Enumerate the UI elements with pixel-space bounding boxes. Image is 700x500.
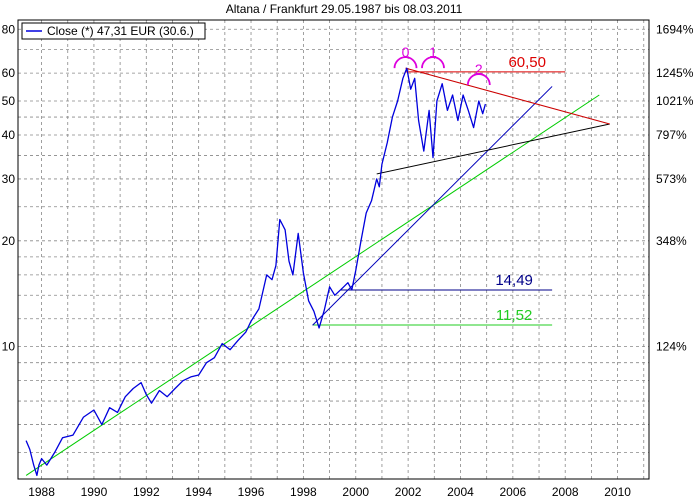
peak-annotations: 0 1 2 — [393, 44, 491, 86]
price-levels: 60,50 14,49 11,52 — [312, 54, 566, 326]
x-tick-label: 2006 — [499, 485, 526, 499]
level-label: 60,50 — [508, 54, 546, 71]
peak-marker-label: 2 — [475, 61, 483, 77]
y-tick-label-right: 348% — [656, 234, 687, 248]
level-label: 14,49 — [495, 272, 533, 289]
legend: Close (*) 47,31 EUR (30.6.) — [21, 22, 206, 40]
x-tick-label: 2004 — [447, 485, 474, 499]
series-line — [25, 67, 487, 477]
y-tick-label-right: 797% — [656, 128, 687, 142]
x-tick-label: 2008 — [552, 485, 579, 499]
level-label: 11,52 — [496, 307, 532, 324]
x-tick-label: 1992 — [133, 485, 160, 499]
y-tick-label-right: 1021% — [656, 94, 694, 108]
y-tick-label-left: 10 — [2, 340, 16, 354]
legend-label: Close (*) 47,31 EUR (30.6.) — [47, 24, 194, 38]
x-tick-label: 1998 — [290, 485, 317, 499]
y-tick-label-right: 573% — [656, 172, 687, 186]
x-tick-label: 1988 — [28, 485, 55, 499]
peak-marker-arc — [393, 56, 418, 69]
x-tick-label: 1994 — [185, 485, 212, 499]
y-tick-label-left: 40 — [2, 128, 16, 142]
x-tick-label: 2002 — [395, 485, 422, 499]
y-tick-label-left: 60 — [2, 66, 16, 80]
y-axis-left: 10 20 30 40 50 60 80 — [2, 22, 16, 353]
trendline — [405, 67, 610, 125]
y-tick-label-right: 124% — [656, 340, 687, 354]
y-tick-label-left: 80 — [2, 22, 16, 36]
y-tick-label-left: 30 — [2, 172, 16, 186]
trendline — [376, 123, 610, 175]
x-tick-label: 1990 — [81, 485, 108, 499]
y-tick-label-left: 20 — [2, 234, 16, 248]
y-tick-label-right: 1694% — [656, 22, 694, 36]
x-tick-label: 2010 — [604, 485, 631, 499]
peak-marker-label: 0 — [402, 44, 410, 60]
y-tick-label-right: 1245% — [656, 66, 694, 80]
chart-title: Altana / Frankfurt 29.05.1987 bis 08.03.… — [226, 2, 463, 16]
legend-box — [21, 22, 206, 40]
x-tick-label: 2000 — [342, 485, 369, 499]
plot-frame — [17, 19, 650, 480]
y-tick-label-left: 50 — [2, 94, 16, 108]
y-axis-right: 124% 348% 573% 797% 1021% 1245% 1694% — [656, 22, 694, 353]
x-tick-label: 1996 — [238, 485, 265, 499]
price-series — [25, 67, 487, 477]
peak-marker-arc — [466, 73, 491, 86]
trendline — [25, 94, 600, 476]
x-axis: 1988 1990 1992 1994 1996 1998 2000 2002 2004 2006… — [28, 485, 631, 499]
peak-marker-label: 1 — [429, 44, 437, 60]
peak-marker-arc — [421, 56, 445, 69]
